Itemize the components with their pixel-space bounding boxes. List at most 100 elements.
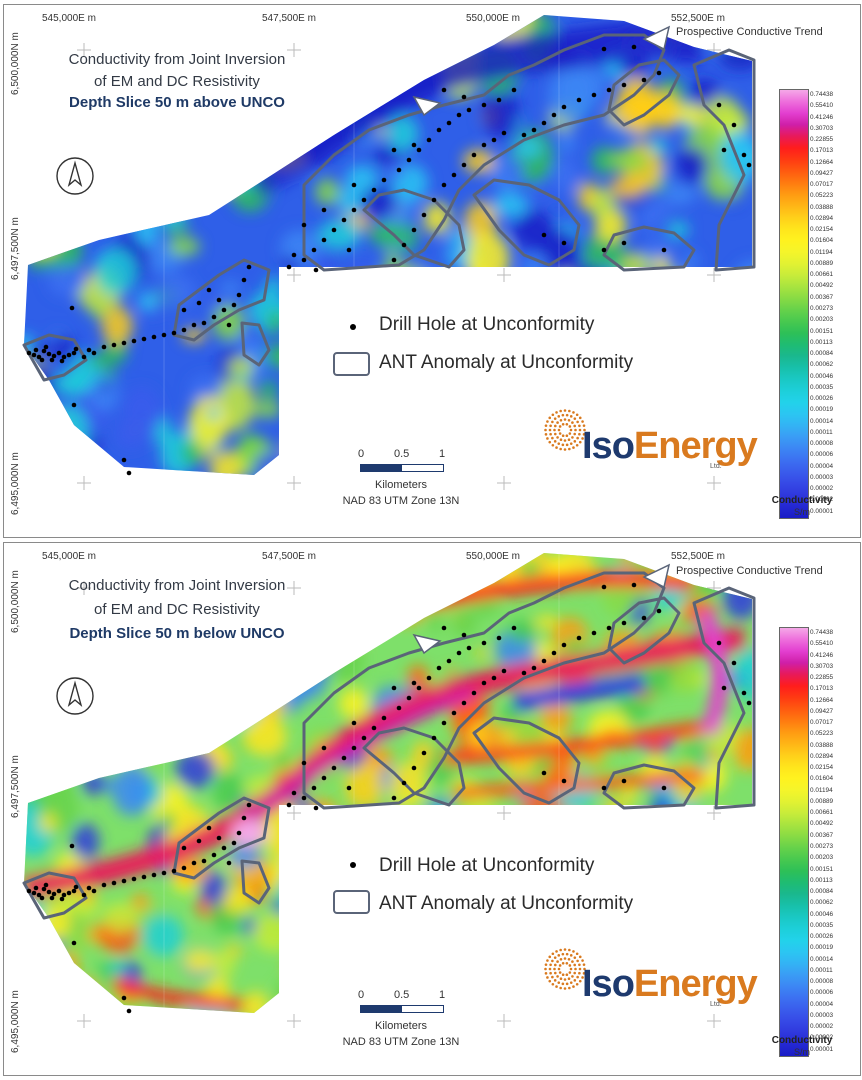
drill-hole-marker — [481, 102, 487, 108]
drill-hole-marker — [451, 172, 457, 178]
colorbar-value: 0.00014 — [810, 955, 834, 963]
colorbar-value: 0.00046 — [810, 910, 834, 918]
drill-hole-marker — [211, 852, 217, 858]
colorbar-value: 0.17013 — [810, 147, 834, 155]
scale-tick: 0.5 — [394, 448, 410, 460]
drill-hole-marker — [531, 127, 537, 133]
drill-hole-marker — [71, 350, 77, 356]
drill-hole-marker — [86, 885, 92, 891]
drill-hole-marker — [411, 765, 417, 771]
drill-hole-marker — [66, 352, 72, 358]
ant-anomaly-outline — [692, 48, 756, 272]
north-arrow-icon — [54, 155, 96, 197]
drill-hole-marker — [66, 890, 72, 896]
drill-hole-marker — [181, 865, 187, 871]
drill-hole-marker — [41, 886, 47, 892]
drill-hole-marker — [43, 882, 49, 888]
drill-hole-marker — [511, 87, 517, 93]
colorbar-value: 0.03888 — [810, 203, 834, 211]
drill-hole-marker — [301, 222, 307, 228]
x-tick: 545,000E m — [42, 551, 96, 562]
drill-hole-marker — [71, 888, 77, 894]
drill-hole-marker — [181, 307, 187, 313]
drill-hole-marker — [426, 137, 432, 143]
drill-hole-marker — [56, 888, 62, 894]
drill-hole-marker — [313, 805, 319, 811]
ant-anomaly-outline — [692, 586, 756, 810]
drill-hole-marker — [631, 44, 637, 50]
scale-tick: 0 — [358, 448, 365, 460]
trend-arrow-icon — [412, 633, 442, 655]
ant-anomaly-outline — [602, 763, 696, 810]
logo-name-part2: Energy — [633, 425, 758, 467]
drill-hole-marker — [81, 354, 87, 360]
ant-anomaly-outline — [607, 58, 681, 127]
legend-anomaly: ANT Anomaly at Unconformity — [379, 352, 634, 373]
drill-hole-marker — [49, 357, 55, 363]
colorbar-value: 0.00661 — [810, 809, 834, 817]
drill-hole-marker — [461, 94, 467, 100]
drill-hole-marker — [86, 347, 92, 353]
drill-hole-marker — [91, 350, 97, 356]
drill-hole-marker — [51, 353, 57, 359]
drill-hole-marker — [121, 995, 127, 1001]
scale-tick: 1 — [439, 989, 446, 1001]
drill-hole-marker — [391, 257, 397, 263]
colorbar-value: 0.00003 — [810, 1011, 834, 1019]
colorbar-value: 0.00026 — [810, 933, 834, 941]
drill-hole-marker — [741, 152, 747, 158]
colorbar-value: 0.12664 — [810, 696, 834, 704]
drill-hole-marker — [406, 157, 412, 163]
drill-hole-marker — [351, 720, 357, 726]
drill-hole-marker — [321, 207, 327, 213]
drill-hole-marker — [206, 287, 212, 293]
drill-hole-marker — [151, 872, 157, 878]
drill-hole-marker — [501, 668, 507, 674]
logo-name-part1: Iso — [582, 963, 635, 1005]
colorbar-value: 0.22855 — [810, 674, 834, 682]
drill-hole-marker — [331, 765, 337, 771]
drill-hole-marker — [361, 735, 367, 741]
drill-hole-marker — [621, 778, 627, 784]
drill-hole-marker — [241, 277, 247, 283]
colorbar-value: 0.00084 — [810, 350, 834, 358]
x-tick: 547,500E m — [262, 551, 316, 562]
drill-hole-marker — [731, 122, 737, 128]
legend-drill-hole-symbol — [350, 862, 356, 868]
colorbar-value: 0.00001 — [810, 1045, 834, 1053]
drill-hole-marker — [576, 97, 582, 103]
drill-hole-marker — [471, 690, 477, 696]
drill-hole-marker — [541, 770, 547, 776]
colorbar-value: 0.09427 — [810, 169, 834, 177]
colorbar-value: 0.00492 — [810, 282, 834, 290]
drill-hole-marker — [321, 745, 327, 751]
drill-hole-marker — [641, 615, 647, 621]
colorbar-value: 0.02154 — [810, 226, 834, 234]
drill-hole-marker — [151, 334, 157, 340]
colorbar-value: 0.00014 — [810, 417, 834, 425]
drill-hole-marker — [291, 252, 297, 258]
drill-hole-marker — [246, 802, 252, 808]
ant-anomaly-outline — [607, 596, 681, 665]
drill-hole-marker — [411, 227, 417, 233]
drill-hole-marker — [36, 892, 42, 898]
map-title-line2: of EM and DC Resistivity — [94, 601, 260, 618]
drill-hole-marker — [111, 342, 117, 348]
colorbar-value: 0.00661 — [810, 271, 834, 279]
colorbar-value: 0.02154 — [810, 764, 834, 772]
drill-hole-marker — [226, 860, 232, 866]
drill-hole-marker — [39, 895, 45, 901]
legend-drill-hole: Drill Hole at Unconformity — [379, 314, 595, 335]
colorbar-value: 0.00019 — [810, 944, 834, 952]
legend-drill-hole: Drill Hole at Unconformity — [379, 855, 595, 876]
drill-hole-marker — [26, 350, 32, 356]
drill-hole-marker — [171, 868, 177, 874]
drill-hole-marker — [741, 690, 747, 696]
drill-hole-marker — [236, 292, 242, 298]
drill-hole-marker — [396, 167, 402, 173]
drill-hole-marker — [91, 888, 97, 894]
drill-hole-marker — [381, 177, 387, 183]
drill-hole-marker — [126, 470, 132, 476]
drill-hole-marker — [206, 825, 212, 831]
drill-hole-marker — [69, 305, 75, 311]
